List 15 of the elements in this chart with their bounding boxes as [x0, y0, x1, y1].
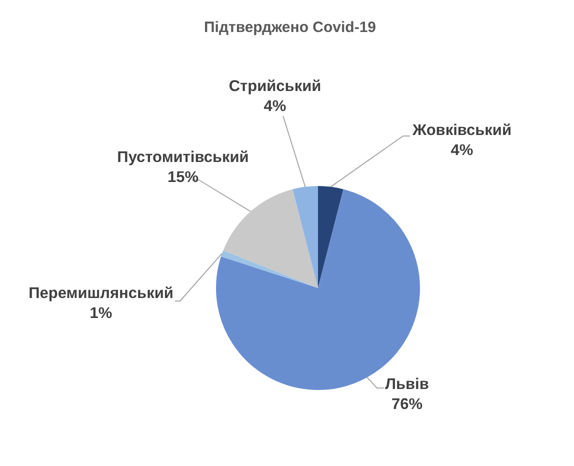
pie-slice [292, 186, 318, 288]
data-label: 4% [264, 98, 286, 115]
chart-title: Підтверджено Covid-19 [204, 19, 376, 36]
slice-label: Стрийський [228, 78, 322, 95]
pie-slice [220, 250, 318, 288]
data-label: 76% [391, 396, 423, 413]
slice-label: Перемишлянський [28, 285, 174, 302]
data-label: 4% [450, 142, 474, 159]
slice-label: Пустомитівський [117, 149, 249, 166]
pie-slice [318, 186, 344, 288]
slice-label: Жовківський [412, 122, 512, 139]
slice-label: Львів [385, 376, 429, 393]
data-label: 15% [167, 169, 199, 186]
data-label: 1% [90, 305, 112, 322]
pie-slice [223, 189, 318, 288]
